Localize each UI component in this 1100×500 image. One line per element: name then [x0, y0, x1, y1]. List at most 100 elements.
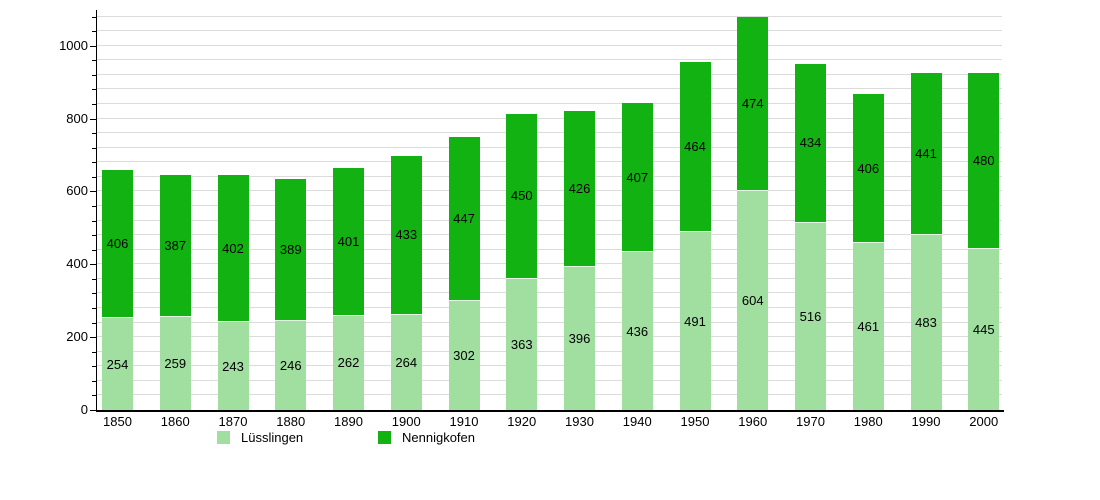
bar-segment-nennigkofen-1890: 401: [333, 168, 364, 315]
x-axis-label-1890: 1890: [334, 414, 363, 429]
y-minor-tick-520: [92, 220, 96, 222]
y-axis-label-400: 400: [66, 256, 88, 272]
bar-1850: 406 254: [102, 169, 133, 410]
bar-segment-lusslingen-1920: 363: [506, 277, 538, 410]
bar-segment-nennigkofen-1920: 450: [506, 113, 538, 278]
gridline-520: [97, 219, 1002, 221]
x-axis-label-1950: 1950: [680, 414, 710, 429]
gridline-560: [97, 205, 1002, 206]
gridline-240: [97, 321, 1002, 323]
gridline-160: [97, 350, 1002, 352]
bar-segment-lusslingen-1880: 246: [275, 320, 307, 410]
gridline-760: [97, 132, 1002, 134]
bar-value-nennigkofen-1880: 389: [279, 242, 302, 258]
bar-1980: 406 461: [852, 94, 884, 410]
legend-label-nennigkofen: Nennigkofen: [402, 430, 475, 445]
gridline-360: [97, 277, 1002, 279]
bar-value-nennigkofen-1990: 441: [915, 146, 937, 162]
bar-1880: 389 246: [275, 178, 307, 410]
bar-value-lusslingen-1870: 243: [222, 358, 244, 374]
x-axis-label-1930: 1930: [565, 414, 594, 429]
bar-segment-lusslingen-1950: 491: [679, 231, 711, 410]
x-axis-label-1940: 1940: [622, 414, 652, 429]
bar-value-nennigkofen-1910: 447: [453, 211, 475, 227]
bar-segment-lusslingen-1850: 254: [102, 317, 133, 410]
gridline-920: [97, 73, 1002, 75]
y-minor-tick-960: [92, 60, 96, 62]
bar-segment-lusslingen-1990: 483: [910, 234, 942, 410]
bar-value-nennigkofen-1870: 402: [222, 240, 244, 256]
gridline-640: [97, 175, 1002, 177]
bar-1970: 434 516: [795, 63, 826, 410]
y-minor-tick-720: [92, 147, 96, 149]
bar-segment-nennigkofen-1960: 474: [737, 17, 769, 190]
bar-value-lusslingen-1940: 436: [626, 323, 649, 339]
bar-value-nennigkofen-1890: 401: [337, 234, 360, 250]
y-minor-tick-1080: [92, 16, 96, 18]
y-minor-tick-280: [92, 307, 96, 309]
gridline-200: [97, 336, 1002, 338]
bar-1990: 441 483: [910, 73, 942, 410]
bar-segment-lusslingen-1910: 302: [448, 299, 480, 410]
legend-swatch-nennigkofen: [378, 431, 391, 444]
bar-value-nennigkofen-1980: 406: [857, 160, 880, 176]
bar-value-lusslingen-1880: 246: [279, 358, 302, 374]
bar-value-nennigkofen-1960: 474: [741, 96, 764, 112]
bar-segment-lusslingen-1870: 243: [217, 321, 249, 410]
x-axis-label-1880: 1880: [276, 414, 306, 429]
bar-value-lusslingen-1910: 302: [453, 347, 475, 363]
bar-segment-lusslingen-1890: 262: [333, 314, 364, 410]
bar-segment-lusslingen-1900: 264: [390, 313, 422, 410]
bar-1870: 402 243: [217, 175, 249, 410]
legend-swatch-lusslingen: [217, 431, 230, 444]
bar-value-lusslingen-1890: 262: [337, 355, 360, 371]
y-minor-tick-560: [92, 205, 96, 207]
y-major-tick-200: [90, 337, 96, 339]
y-axis-label-600: 600: [66, 183, 88, 199]
gridline-800: [97, 117, 1002, 119]
bar-segment-nennigkofen-1850: 406: [102, 169, 133, 318]
bar-1960: 474 604: [737, 17, 769, 410]
bar-1920: 450 363: [506, 113, 538, 410]
bar-1950: 464 491: [679, 62, 711, 410]
bar-segment-nennigkofen-1950: 464: [679, 62, 711, 232]
y-minor-tick-40: [92, 395, 96, 397]
x-axis-label-1850: 1850: [103, 414, 132, 429]
y-major-tick-1000: [90, 45, 96, 47]
legend-label-lusslingen: Lüsslingen: [241, 430, 304, 445]
bar-segment-nennigkofen-1990: 441: [910, 73, 942, 235]
bar-1940: 407 436: [621, 102, 653, 410]
x-axis-label-1860: 1860: [160, 414, 190, 429]
y-major-tick-400: [90, 264, 96, 266]
bar-1890: 401 262: [333, 168, 364, 410]
bar-segment-lusslingen-1940: 436: [621, 251, 653, 410]
y-major-tick-600: [90, 191, 96, 193]
gridline-1000: [97, 44, 1002, 46]
y-major-tick-0: [90, 410, 96, 411]
y-minor-tick-440: [92, 249, 96, 251]
x-axis-label-1980: 1980: [853, 414, 883, 429]
bar-value-lusslingen-1980: 461: [857, 319, 880, 335]
gridline-1080: [97, 15, 1002, 17]
gridline-120: [97, 365, 1002, 367]
x-axis-label-1920: 1920: [507, 414, 537, 429]
gridline-440: [97, 248, 1002, 250]
y-axis-label-1000: 1000: [59, 37, 88, 53]
y-minor-tick-880: [92, 89, 96, 91]
x-axis-label-1910: 1910: [449, 414, 479, 429]
y-axis-label-0: 0: [80, 402, 88, 417]
bar-segment-nennigkofen-1910: 447: [448, 137, 480, 300]
bar-segment-lusslingen-1980: 461: [852, 242, 884, 410]
bar-value-lusslingen-1990: 483: [915, 315, 937, 331]
bar-value-lusslingen-1970: 516: [799, 309, 822, 325]
bar-segment-lusslingen-1930: 396: [564, 265, 595, 410]
y-minor-tick-120: [92, 366, 96, 368]
y-minor-tick-640: [92, 176, 96, 178]
y-axis-label-200: 200: [66, 329, 88, 345]
gridline-600: [97, 190, 1002, 192]
y-minor-tick-160: [92, 351, 96, 353]
bar-value-nennigkofen-1860: 387: [164, 237, 187, 253]
gridline-720: [97, 146, 1002, 148]
bar-segment-nennigkofen-2000: 480: [968, 73, 1000, 248]
gridline-400: [97, 263, 1002, 265]
